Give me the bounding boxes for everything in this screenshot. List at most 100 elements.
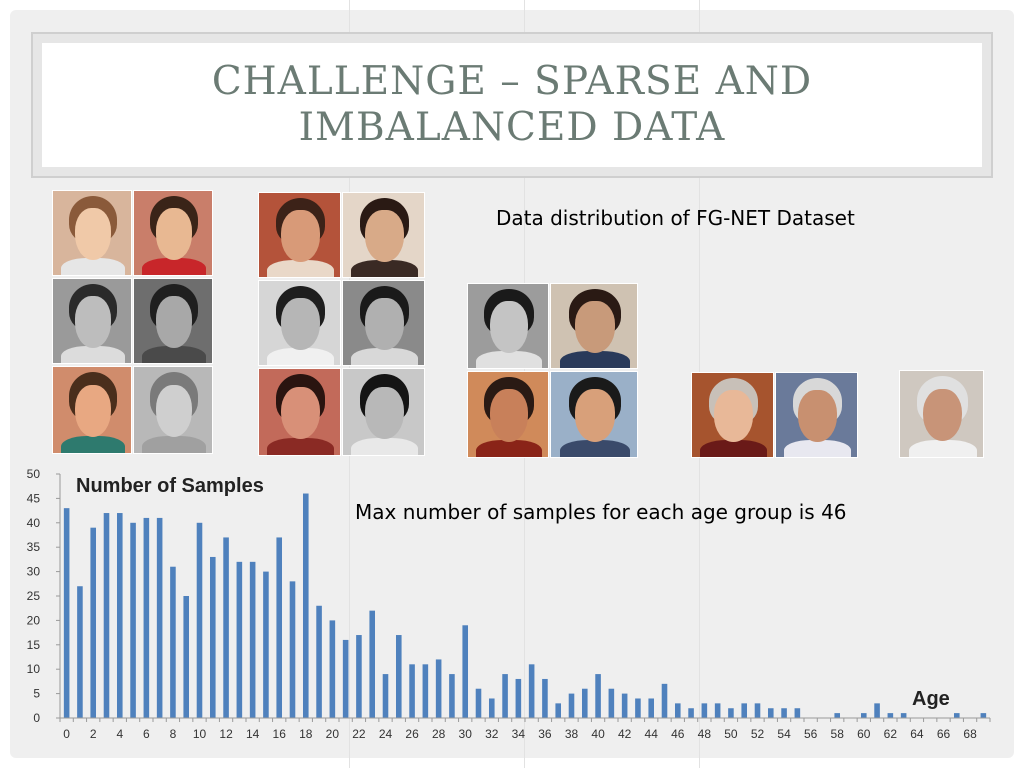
bar	[728, 708, 734, 718]
bar	[980, 713, 987, 718]
x-tick-label: 66	[937, 727, 951, 741]
x-tick-label: 50	[724, 727, 738, 741]
x-tick-label: 0	[63, 727, 70, 741]
x-tick-label: 64	[910, 727, 924, 741]
x-tick-label: 12	[219, 727, 233, 741]
bar	[435, 659, 442, 718]
face-photo	[342, 192, 425, 278]
bar	[860, 713, 867, 718]
bar	[767, 708, 774, 718]
x-axis-label: Age	[912, 688, 950, 710]
bar	[674, 703, 681, 718]
x-tick-label: 44	[645, 727, 659, 741]
y-tick-label: 15	[27, 638, 41, 652]
bar	[635, 698, 641, 718]
bar	[900, 713, 907, 718]
bar	[395, 635, 402, 718]
face-photo	[899, 370, 984, 458]
x-tick-label: 32	[485, 727, 499, 741]
x-tick-label: 30	[459, 727, 473, 741]
bar	[834, 713, 841, 718]
bar	[608, 688, 615, 718]
y-tick-label: 10	[27, 662, 41, 676]
y-tick-label: 0	[33, 711, 40, 725]
face-photo	[342, 280, 425, 366]
x-tick-label: 56	[804, 727, 818, 741]
x-tick-label: 68	[963, 727, 977, 741]
x-tick-label: 16	[273, 727, 287, 741]
x-tick-label: 28	[432, 727, 446, 741]
bar	[130, 522, 136, 718]
x-tick-label: 24	[379, 727, 393, 741]
bar	[754, 703, 761, 718]
bar	[874, 703, 880, 718]
bar	[329, 620, 336, 718]
bar	[741, 703, 748, 718]
x-axis: 0 2 4 6 8 10 12 14 16 18 20 22 24 26 28 30 32 34 36 38 40 42 4…	[59, 717, 991, 741]
x-tick-label: 52	[751, 727, 765, 741]
face-photo	[258, 192, 341, 278]
bar	[90, 527, 97, 718]
face-photo	[342, 368, 425, 456]
bar	[781, 708, 787, 718]
face-photo	[691, 372, 774, 458]
chart-title: Number of Samples	[76, 475, 264, 497]
bar	[103, 513, 110, 718]
bar	[116, 513, 123, 718]
bar	[568, 693, 575, 718]
title-frame: CHALLENGE – SPARSE AND IMBALANCED DATA	[31, 32, 993, 178]
bar	[794, 708, 801, 718]
x-tick-label: 46	[671, 727, 685, 741]
y-tick-label: 45	[27, 491, 41, 505]
y-tick-label: 40	[27, 516, 41, 530]
bar	[515, 678, 522, 718]
bar	[356, 635, 362, 718]
bar	[183, 596, 190, 718]
age-distribution-chart: 0 5 10 15 20 25 30 35 40 45 50 0 2 4 6 8 10 12 14 16 18 20 22…	[0, 460, 1024, 750]
x-tick-label: 48	[698, 727, 712, 741]
face-photo	[467, 283, 549, 369]
face-photo	[775, 372, 858, 458]
y-tick-label: 35	[27, 540, 41, 554]
max-samples-caption: Max number of samples for each age group…	[355, 500, 847, 524]
x-tick-label: 60	[857, 727, 871, 741]
face-photo	[550, 371, 638, 458]
face-photo	[52, 278, 132, 364]
x-tick-label: 26	[405, 727, 419, 741]
y-tick-label: 25	[27, 589, 41, 603]
face-photo	[133, 278, 213, 364]
y-tick-label: 50	[27, 467, 41, 481]
bar	[289, 581, 296, 718]
bar	[595, 674, 601, 718]
bar	[223, 537, 229, 718]
x-tick-label: 42	[618, 727, 632, 741]
bar-series	[63, 493, 987, 718]
x-tick-label: 38	[565, 727, 579, 741]
face-photo	[133, 366, 213, 454]
bar	[276, 537, 283, 718]
x-tick-label: 8	[170, 727, 177, 741]
bar	[382, 674, 389, 718]
bar	[581, 688, 588, 718]
bar	[63, 508, 70, 718]
bar	[887, 713, 894, 718]
bar	[209, 556, 216, 718]
x-tick-label: 2	[90, 727, 97, 741]
face-photo	[52, 190, 132, 276]
face-photo	[467, 371, 549, 458]
face-photo	[258, 280, 341, 366]
y-tick-label: 5	[33, 687, 40, 701]
face-photo	[550, 283, 638, 369]
bar	[342, 639, 349, 718]
bar	[409, 664, 415, 718]
x-tick-label: 18	[299, 727, 313, 741]
bar	[502, 674, 508, 718]
bar	[528, 664, 535, 718]
bar	[263, 571, 269, 718]
bar	[648, 698, 655, 718]
dataset-caption: Data distribution of FG-NET Dataset	[496, 206, 855, 230]
bar	[143, 517, 150, 718]
x-tick-label: 4	[116, 727, 123, 741]
x-tick-label: 22	[352, 727, 366, 741]
